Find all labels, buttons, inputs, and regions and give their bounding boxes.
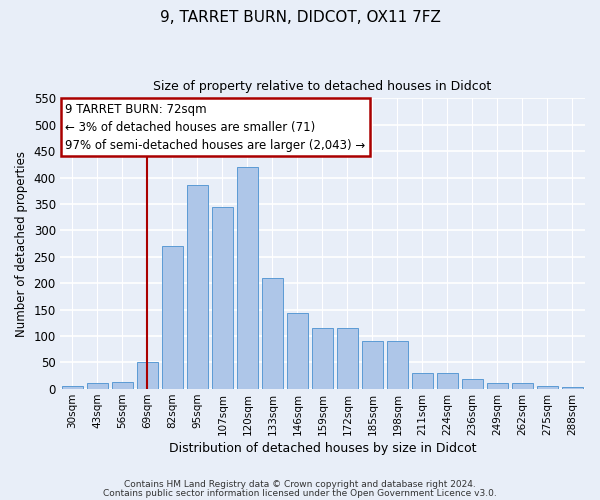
Bar bbox=[262, 278, 283, 389]
Text: Contains HM Land Registry data © Crown copyright and database right 2024.: Contains HM Land Registry data © Crown c… bbox=[124, 480, 476, 489]
Bar bbox=[312, 328, 333, 389]
Bar bbox=[62, 386, 83, 389]
Bar bbox=[562, 387, 583, 389]
Bar bbox=[162, 246, 183, 389]
Bar bbox=[412, 373, 433, 389]
Bar bbox=[512, 384, 533, 389]
Bar bbox=[437, 373, 458, 389]
Bar bbox=[387, 341, 408, 389]
Bar bbox=[187, 186, 208, 389]
Bar bbox=[287, 314, 308, 389]
Bar bbox=[137, 362, 158, 389]
Bar bbox=[87, 384, 108, 389]
Bar bbox=[537, 386, 558, 389]
Bar bbox=[487, 384, 508, 389]
Title: Size of property relative to detached houses in Didcot: Size of property relative to detached ho… bbox=[154, 80, 491, 93]
X-axis label: Distribution of detached houses by size in Didcot: Distribution of detached houses by size … bbox=[169, 442, 476, 455]
Bar bbox=[337, 328, 358, 389]
Bar bbox=[462, 380, 483, 389]
Bar bbox=[362, 341, 383, 389]
Bar bbox=[212, 206, 233, 389]
Bar bbox=[112, 382, 133, 389]
Text: Contains public sector information licensed under the Open Government Licence v3: Contains public sector information licen… bbox=[103, 488, 497, 498]
Text: 9 TARRET BURN: 72sqm
← 3% of detached houses are smaller (71)
97% of semi-detach: 9 TARRET BURN: 72sqm ← 3% of detached ho… bbox=[65, 102, 365, 152]
Text: 9, TARRET BURN, DIDCOT, OX11 7FZ: 9, TARRET BURN, DIDCOT, OX11 7FZ bbox=[160, 10, 440, 25]
Bar bbox=[237, 167, 258, 389]
Y-axis label: Number of detached properties: Number of detached properties bbox=[15, 150, 28, 336]
